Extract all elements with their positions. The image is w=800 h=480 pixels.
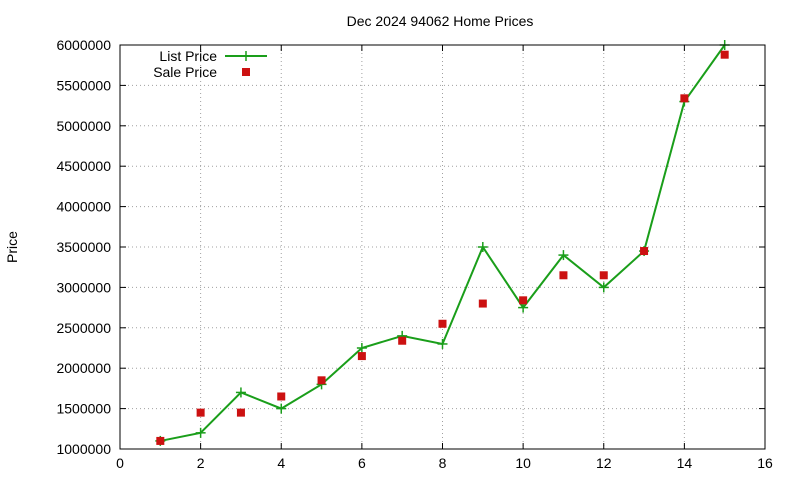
legend-square-swatch: [242, 68, 250, 76]
series-2: [156, 50, 729, 445]
sale-price-point: [156, 436, 165, 445]
sale-price-point: [398, 336, 407, 345]
x-tick-label: 0: [116, 455, 124, 471]
x-tick-label: 8: [439, 455, 447, 471]
sale-price-point: [680, 94, 689, 103]
sale-price-point: [196, 408, 205, 417]
axis-ticks: 1000000 1500000 2000000 2500000 3000000 35000…: [56, 37, 773, 471]
y-axis-label: Price: [4, 231, 20, 263]
sale-price-point: [357, 352, 366, 361]
sale-price-point: [317, 376, 326, 385]
y-tick-label: 2000000: [56, 360, 111, 376]
sale-price-point: [720, 50, 729, 59]
y-tick-label: 3000000: [56, 279, 111, 295]
list-price-point: [356, 343, 367, 353]
y-tick-label: 2500000: [56, 320, 111, 336]
sale-price-point: [519, 296, 528, 305]
list-price-point: [276, 403, 287, 414]
legend-plus-swatch: [241, 51, 251, 61]
y-tick-label: 5000000: [56, 118, 111, 134]
grid: [120, 45, 765, 449]
x-tick-label: 16: [757, 455, 773, 471]
y-tick-label: 4500000: [56, 158, 111, 174]
y-tick-label: 5500000: [56, 77, 111, 93]
list-price-point: [437, 338, 448, 349]
y-tick-label: 4000000: [56, 199, 111, 215]
y-tick-label: 6000000: [56, 37, 111, 53]
x-tick-label: 2: [197, 455, 205, 471]
sale-price-point: [559, 271, 568, 280]
x-tick-label: 14: [677, 455, 693, 471]
legend-label: List Price: [159, 48, 217, 64]
sale-price-point: [236, 408, 245, 417]
list-price-point: [558, 250, 569, 261]
x-tick-label: 6: [358, 455, 366, 471]
legend-label: Sale Price: [153, 64, 217, 80]
y-tick-label: 1500000: [56, 401, 111, 417]
list-price-point: [477, 242, 488, 252]
x-tick-label: 10: [515, 455, 531, 471]
sale-price-point: [438, 319, 447, 328]
list-price-point: [235, 387, 246, 398]
sale-price-point: [640, 247, 649, 256]
x-tick-label: 12: [596, 455, 612, 471]
list-price-point: [598, 282, 609, 293]
chart-title: Dec 2024 94062 Home Prices: [347, 13, 534, 29]
y-tick-label: 1000000: [56, 441, 111, 457]
x-tick-label: 4: [277, 455, 285, 471]
sale-price-point: [478, 299, 487, 308]
list-price-point: [195, 427, 206, 438]
sale-price-point: [599, 271, 608, 280]
plot-frame: [119, 44, 766, 450]
series-layer: [155, 40, 730, 446]
sale-price-point: [277, 392, 286, 401]
y-tick-label: 3500000: [56, 239, 111, 255]
